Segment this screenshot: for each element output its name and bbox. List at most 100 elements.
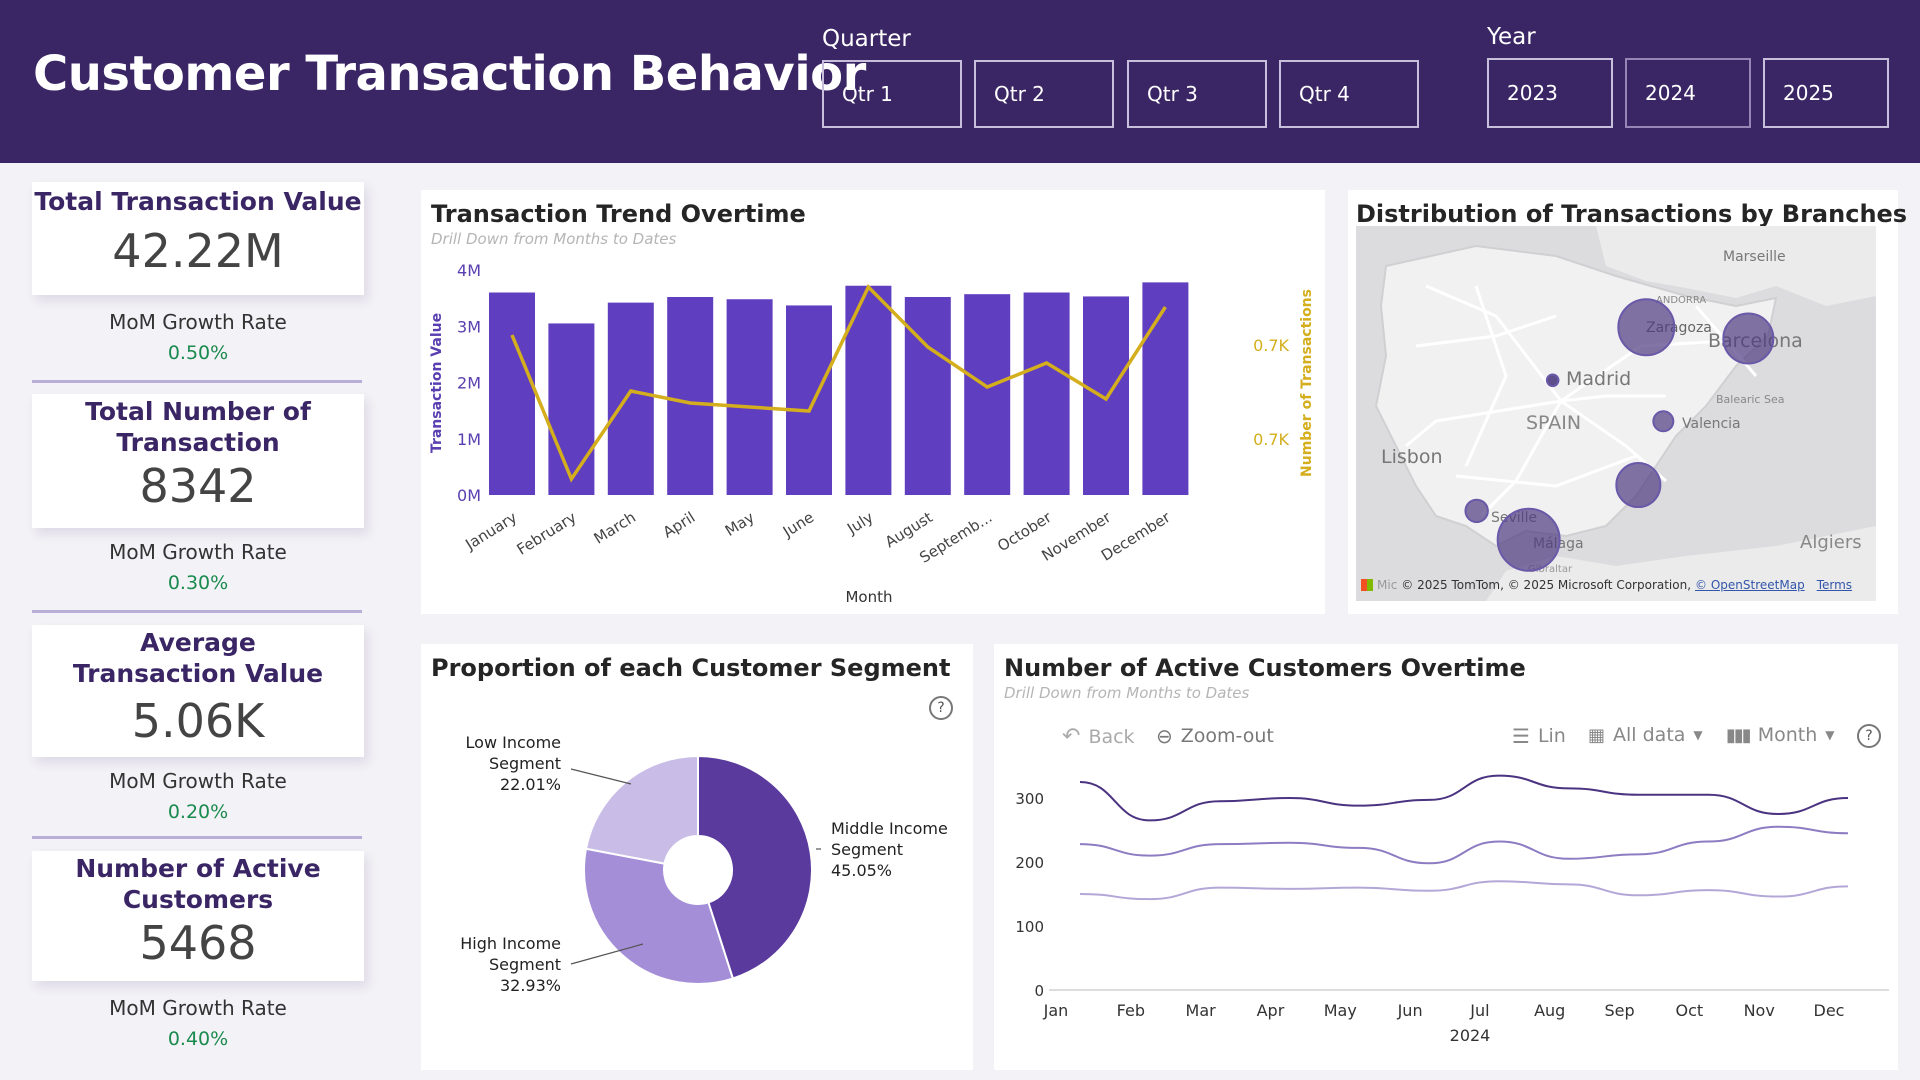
bar — [489, 292, 535, 495]
trend-subtitle: Drill Down from Months to Dates — [431, 230, 677, 248]
y-tick-label: 100 — [1015, 918, 1044, 936]
quarter-button-q3[interactable]: Qtr 3 — [1127, 60, 1267, 128]
help-icon[interactable]: ? — [1857, 724, 1881, 748]
x-tick-label: May — [1324, 1001, 1357, 1020]
year-button-2025[interactable]: 2025 — [1763, 58, 1889, 128]
scale-lin-button[interactable]: ☰ Lin — [1512, 724, 1566, 748]
slice-pct: 32.93% — [500, 976, 561, 995]
kpi-growth-active-customers: MoM Growth Rate 0.40% — [32, 996, 364, 1050]
year-slicer-label: Year — [1487, 24, 1536, 50]
leader-line — [570, 943, 644, 965]
ms-label: Mic — [1377, 578, 1398, 592]
customer-series-line — [1079, 825, 1849, 865]
back-button[interactable]: ↶ Back — [1062, 724, 1135, 749]
x-tick-label: April — [660, 508, 699, 541]
list-icon: ☰ — [1512, 724, 1530, 748]
bar — [607, 302, 654, 495]
x-tick-label: Nov — [1744, 1001, 1775, 1020]
slice-label: Segment — [831, 840, 903, 859]
bar — [904, 297, 951, 495]
growth-value: 0.30% — [167, 572, 229, 594]
bar — [964, 294, 1011, 495]
donut-slice — [697, 754, 813, 980]
kpi-value: 5468 — [139, 916, 257, 970]
kpi-value: 5.06K — [131, 694, 265, 748]
branch-bubble — [1652, 410, 1675, 433]
growth-value: 0.50% — [167, 342, 229, 364]
transactions-line — [510, 284, 1167, 483]
quarter-slicer-label: Quarter — [822, 26, 911, 52]
segment-donut-chart: Middle Income Segment 45.05% High Income Seg… — [460, 733, 948, 995]
header-bar: Customer Transaction Behavior Quarter Qt… — [0, 0, 1920, 163]
calendar-icon: ▦ — [1588, 724, 1606, 746]
map-label-algiers: Algiers — [1800, 532, 1862, 553]
kpi-title: Number of Active Customers — [75, 854, 321, 914]
x-tick-label: Jan — [1043, 1001, 1069, 1020]
month-dropdown[interactable]: ▮▮▮ Month ▼ — [1726, 724, 1835, 746]
x-tick-label: Jul — [1469, 1001, 1489, 1020]
customer-series-line — [1079, 880, 1849, 901]
bar — [726, 299, 773, 495]
quarter-button-q4[interactable]: Qtr 4 — [1279, 60, 1419, 128]
zoom-out-button[interactable]: ⊖ Zoom-out — [1156, 724, 1274, 748]
all-data-dropdown[interactable]: ▦ All data ▼ — [1588, 724, 1703, 746]
map-label-lisbon: Lisbon — [1381, 446, 1443, 468]
map-land-africa — [1486, 526, 1876, 601]
bar — [1083, 296, 1129, 495]
x-tick-label: July — [843, 508, 876, 538]
y-tick-label: 0 — [1034, 982, 1044, 1000]
branch-map[interactable]: Marseille ANDORRA Zaragoza Barcelona Mad… — [1356, 226, 1876, 601]
x-tick-label: Dec — [1814, 1001, 1845, 1020]
donut-slice — [584, 754, 699, 865]
back-arrow-icon: ↶ — [1062, 724, 1081, 749]
leader-line — [570, 768, 632, 785]
branch-bubble — [1464, 498, 1489, 524]
x-tick-label: January — [462, 508, 521, 554]
kpi-title: Average Transaction Value — [72, 628, 324, 688]
terms-link[interactable]: Terms — [1816, 578, 1853, 592]
chevron-down-icon: ▼ — [1825, 728, 1835, 742]
attribution-text: © 2025 TomTom, © 2025 Microsoft Corporat… — [1401, 578, 1692, 592]
kpi-card-avg-value: Average Transaction Value 5.06K — [32, 625, 364, 757]
growth-label: MoM Growth Rate — [109, 310, 287, 334]
branch-bubble — [1722, 312, 1775, 365]
x-tick-label: May — [722, 508, 758, 540]
year-button-2024[interactable]: 2024 — [1625, 58, 1751, 128]
x-axis-label: Month — [845, 588, 892, 606]
osm-link[interactable]: © OpenStreetMap — [1695, 578, 1805, 592]
zoom-out-icon: ⊖ — [1156, 724, 1173, 748]
growth-label: MoM Growth Rate — [109, 540, 287, 564]
kpi-value: 8342 — [139, 459, 257, 513]
growth-value: 0.40% — [167, 1028, 229, 1050]
slice-label: Low Income — [466, 733, 561, 752]
map-label-valencia: Valencia — [1682, 416, 1741, 432]
bar — [548, 323, 595, 495]
active-title: Number of Active Customers Overtime — [1004, 654, 1526, 682]
y-tick-label: 1M — [457, 430, 481, 449]
back-label: Back — [1088, 725, 1135, 748]
growth-label: MoM Growth Rate — [109, 996, 287, 1020]
map-title: Distribution of Transactions by Branches — [1356, 200, 1908, 228]
kpi-card-total-value: Total Transaction Value 42.22M — [32, 182, 364, 295]
x-tick-label: Oct — [1676, 1001, 1704, 1020]
y-tick-label: 3M — [457, 317, 481, 336]
lin-label: Lin — [1537, 725, 1566, 747]
bar — [1142, 282, 1189, 495]
divider — [32, 836, 362, 839]
bar-chart-icon: ▮▮▮ — [1726, 724, 1752, 746]
year-button-2023[interactable]: 2023 — [1487, 58, 1613, 128]
kpi-title: Total Number of Transaction — [85, 397, 311, 457]
kpi-growth-total-transactions: MoM Growth Rate 0.30% — [32, 540, 364, 594]
active-customers-line-chart: 0 100 200 300 Jan Feb Mar Apr May Jun Jul Aug Sep Oct… — [1015, 774, 1889, 1045]
bar — [667, 297, 714, 495]
quarter-button-q1[interactable]: Qtr 1 — [822, 60, 962, 128]
help-icon[interactable]: ? — [929, 696, 953, 720]
x-tick-label: Jun — [1397, 1001, 1423, 1020]
quarter-button-q2[interactable]: Qtr 2 — [974, 60, 1114, 128]
donut-slice — [583, 847, 735, 985]
kpi-value: 42.22M — [112, 224, 284, 278]
slice-pct: 45.05% — [831, 861, 892, 880]
x-tick-label: Feb — [1117, 1001, 1145, 1020]
slice-label: High Income — [460, 934, 561, 953]
slice-label: Segment — [489, 754, 561, 773]
